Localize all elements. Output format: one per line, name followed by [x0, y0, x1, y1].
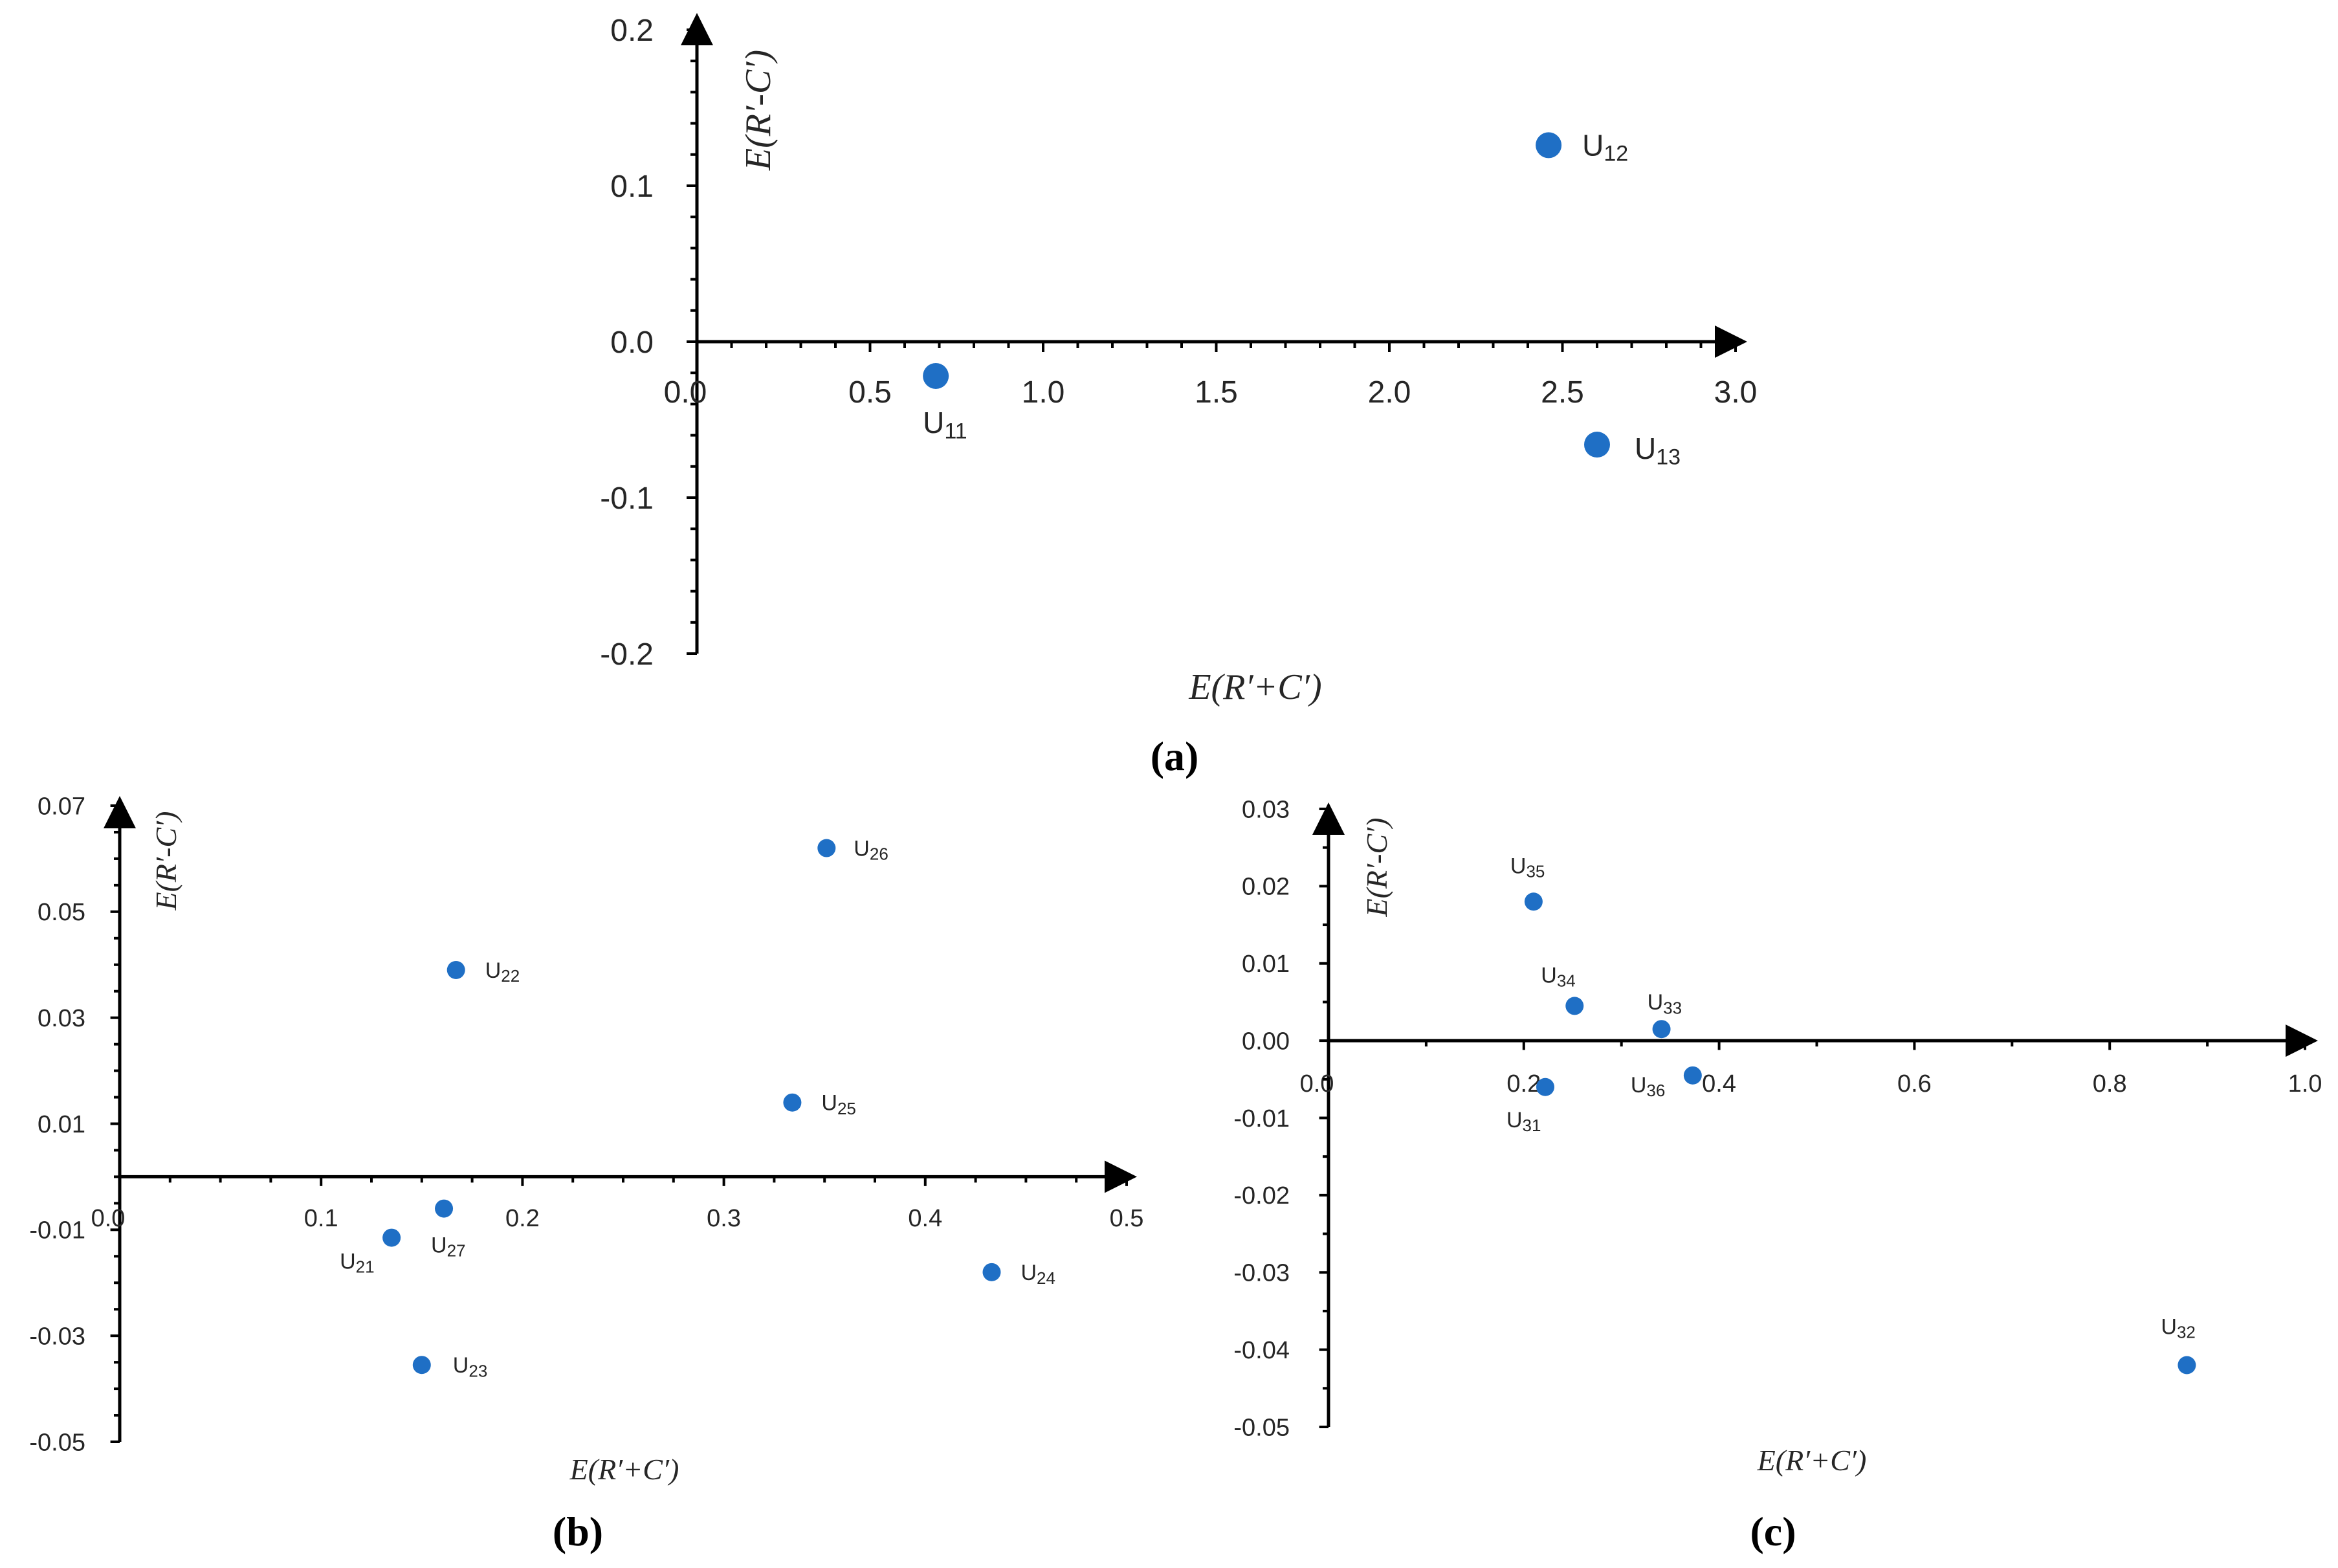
point-label-u21: U21	[340, 1250, 374, 1277]
data-point-u25	[783, 1093, 802, 1112]
panel-label: (c)	[1750, 1508, 1796, 1554]
point-label-u27: U27	[431, 1233, 465, 1261]
y-tick-label: -0.1	[600, 481, 654, 516]
panel-label: (b)	[553, 1508, 603, 1554]
data-point-u34	[1565, 997, 1584, 1015]
panel-a: 0.0 0.5 1.0 1.5 2.0 2.5 3.0 0.2 0.1 0.0 -0.1 -0.2 E(…	[600, 13, 1758, 779]
y-tick-label: 0.05	[38, 899, 85, 926]
point-label-u11: U11	[923, 406, 967, 443]
data-point-u23	[412, 1356, 431, 1375]
x-tick-label: 0.2	[505, 1205, 540, 1232]
x-tick-label: 0.4	[908, 1205, 942, 1232]
data-point-u22	[447, 960, 465, 979]
x-tick-label: 0.3	[707, 1205, 741, 1232]
point-label-u34: U34	[1541, 963, 1575, 990]
point-label-u33: U33	[1648, 990, 1682, 1017]
x-tick-label: 3.0	[1714, 375, 1758, 410]
data-point-u36	[1683, 1066, 1702, 1085]
y-tick-label: 0.01	[38, 1111, 85, 1138]
y-tick-label: 0.02	[1242, 874, 1290, 901]
y-tick-label: -0.03	[29, 1323, 85, 1350]
x-tick-label: 0.4	[1702, 1070, 1736, 1098]
data-point-u12	[1536, 132, 1562, 159]
y-tick-label: 0.03	[38, 1005, 85, 1032]
y-axis-title: E(R′-C′)	[738, 50, 778, 171]
x-tick-label: 2.5	[1541, 375, 1584, 410]
x-tick-label: 0.2	[1506, 1070, 1541, 1098]
panel-c: 0.0 0.2 0.4 0.6 0.8 1.0 0.03 0.02 0.01 0.00 -0.01 -…	[1233, 796, 2322, 1554]
point-label-u26: U26	[854, 837, 888, 864]
data-point-u27	[435, 1199, 454, 1218]
panel-label: (a)	[1151, 733, 1199, 779]
point-label-u12: U12	[1582, 128, 1628, 166]
x-tick-label: 0.0	[91, 1205, 126, 1232]
y-axis-title: E(R′-C′)	[149, 812, 182, 911]
x-tick-label: 0.0	[1300, 1070, 1334, 1098]
x-tick-label: 1.5	[1195, 375, 1238, 410]
data-point-u31	[1536, 1077, 1554, 1096]
point-label-u36: U36	[1631, 1073, 1665, 1100]
point-label-u13: U13	[1635, 432, 1681, 469]
data-point-u24	[982, 1263, 1001, 1281]
x-tick-label: 2.0	[1368, 375, 1411, 410]
y-tick-label: 0.1	[610, 170, 654, 204]
y-tick-label: 0.0	[610, 326, 654, 360]
data-point-u35	[1524, 892, 1543, 911]
y-tick-label: 0.01	[1242, 951, 1290, 978]
data-point-u21	[382, 1228, 401, 1247]
x-tick-label: 0.5	[1110, 1205, 1144, 1232]
x-tick-label: 0.0	[664, 375, 707, 410]
x-axis-title: E(R′+C′)	[569, 1453, 679, 1486]
y-tick-label: -0.03	[1233, 1260, 1290, 1287]
data-point-u26	[817, 839, 836, 857]
data-point-u33	[1652, 1020, 1671, 1039]
x-tick-label: 1.0	[1022, 375, 1065, 410]
y-tick-label: -0.2	[600, 637, 654, 672]
y-tick-label: 0.2	[610, 14, 654, 48]
y-tick-label: -0.02	[1233, 1182, 1290, 1209]
point-label-u35: U35	[1510, 854, 1545, 881]
y-tick-label: 0.03	[1242, 796, 1290, 823]
x-tick-label: 0.1	[304, 1205, 338, 1232]
y-axis-title: E(R′-C′)	[1360, 818, 1393, 918]
point-label-u23: U23	[453, 1353, 487, 1380]
y-tick-label: -0.01	[1233, 1105, 1290, 1132]
y-tick-label: -0.01	[29, 1217, 85, 1244]
data-point-u32	[2178, 1356, 2196, 1375]
data-point-u11	[923, 363, 949, 390]
y-tick-label: -0.05	[29, 1429, 85, 1456]
x-axis-title: E(R′+C′)	[1757, 1444, 1867, 1477]
x-tick-label: 0.5	[848, 375, 892, 410]
y-tick-label: -0.04	[1233, 1337, 1290, 1364]
x-axis-title: E(R′+C′)	[1188, 667, 1321, 707]
x-tick-label: 0.8	[2093, 1070, 2127, 1098]
x-tick-label: 0.6	[1897, 1070, 1932, 1098]
x-tick-label: 1.0	[2288, 1070, 2322, 1098]
point-label-u25: U25	[821, 1091, 855, 1118]
point-label-u31: U31	[1506, 1108, 1541, 1135]
panel-b: 0.0 0.1 0.2 0.3 0.4 0.5 0.07 0.05 0.03 0.01 -0.01 -…	[29, 793, 1143, 1554]
data-point-u13	[1584, 432, 1610, 458]
y-tick-label: -0.05	[1233, 1414, 1290, 1441]
point-label-u32: U32	[2161, 1315, 2195, 1342]
y-tick-label: 0.07	[38, 793, 85, 820]
point-label-u24: U24	[1020, 1261, 1055, 1288]
point-label-u22: U22	[485, 958, 520, 986]
y-tick-label: 0.00	[1242, 1028, 1290, 1055]
